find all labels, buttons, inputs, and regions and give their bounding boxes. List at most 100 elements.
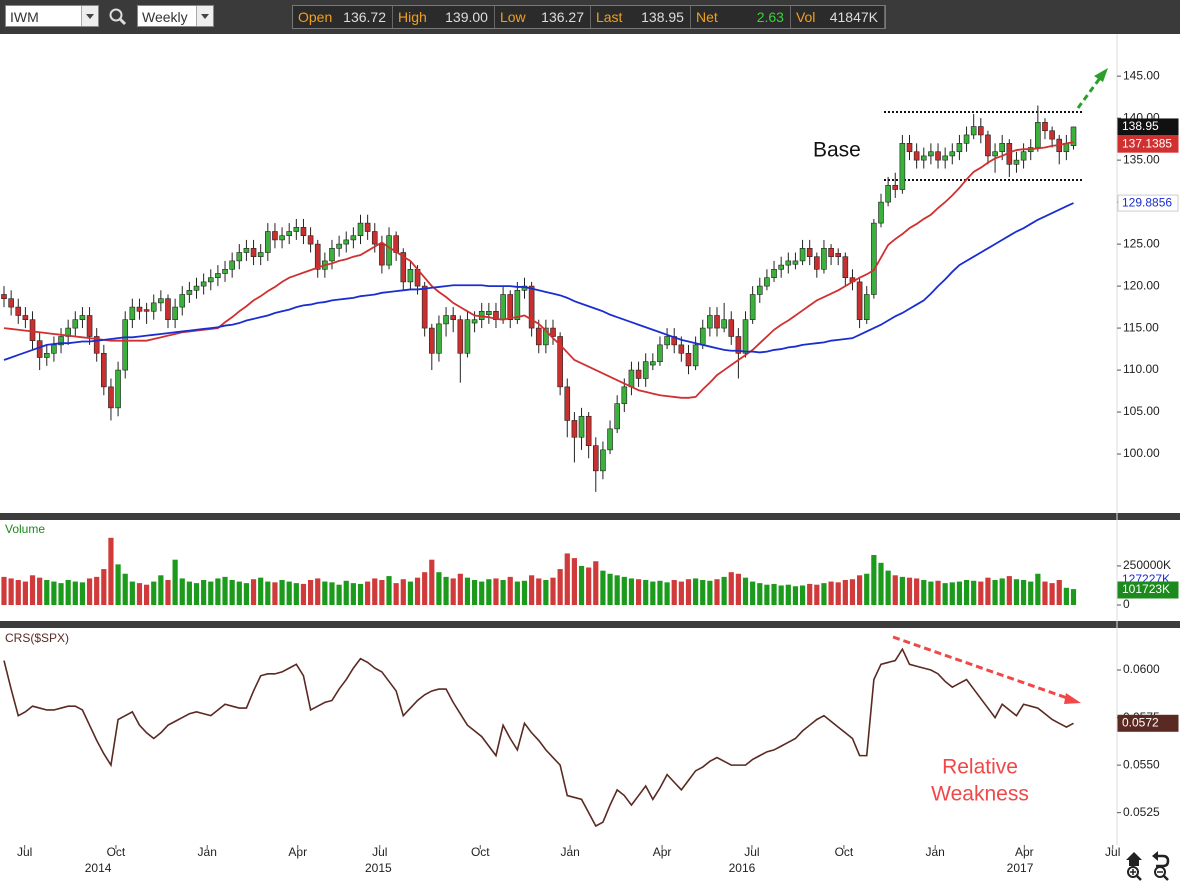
quote-label: Open — [298, 9, 333, 25]
candle-body — [835, 253, 842, 258]
volume-bar — [101, 569, 107, 605]
candle-body — [806, 248, 813, 258]
volume-bar — [956, 581, 963, 605]
volume-bar — [272, 582, 278, 605]
volume-bar — [193, 583, 200, 605]
price-tag-bg — [1117, 581, 1179, 599]
candle-body — [150, 302, 157, 312]
candle-body — [600, 449, 606, 472]
annotation: Base — [813, 139, 861, 162]
undo-button[interactable] — [1152, 851, 1170, 868]
candle-body — [564, 386, 571, 421]
volume-bar — [8, 578, 14, 605]
candle-body — [129, 306, 136, 320]
volume-bar — [614, 575, 620, 605]
volume-bar — [58, 583, 64, 605]
crs-line — [3, 647, 1074, 828]
price-tag-bg — [1117, 135, 1179, 153]
volume-bar — [243, 583, 250, 605]
zoom-out-button[interactable] — [1154, 866, 1169, 881]
x-tick-label: Apr — [1015, 845, 1034, 859]
y-tick-label: 115.00 — [1123, 320, 1159, 334]
volume-bar — [1070, 589, 1077, 605]
zoom-in-button[interactable] — [1127, 866, 1142, 881]
candle-body — [856, 281, 863, 320]
volume-bar — [985, 577, 991, 605]
volume-bar — [871, 555, 877, 605]
candle-body — [735, 336, 742, 354]
volume-bar — [906, 577, 913, 605]
candle-body — [236, 252, 243, 262]
quote-label: Net — [695, 9, 718, 25]
candle-body — [785, 260, 792, 266]
volume-bar — [571, 558, 577, 605]
candle-body — [108, 386, 114, 409]
price-tag: 0.0572 — [1122, 715, 1159, 729]
volume-bar — [714, 579, 720, 605]
candle-body — [165, 298, 171, 320]
arrow-head — [1094, 68, 1108, 82]
quote-label: Last — [595, 9, 623, 25]
symbol-input[interactable]: IWM — [5, 5, 99, 27]
volume-bar — [543, 580, 549, 605]
y-tick-label: 250000K — [1123, 558, 1171, 572]
x-tick-label: Jul — [372, 845, 387, 859]
volume-bar — [44, 580, 50, 605]
candle-body — [243, 248, 250, 253]
candle-body — [863, 294, 870, 320]
candle-body — [471, 319, 478, 324]
candle-body — [357, 222, 364, 237]
volume-bar — [693, 578, 699, 605]
candle-body — [828, 248, 834, 258]
candle-body — [179, 294, 186, 308]
volume-bar — [557, 569, 563, 605]
annotation: Relative — [942, 756, 1018, 779]
candle-body — [956, 143, 963, 153]
volume-bar — [343, 580, 349, 605]
candle-body — [1, 294, 7, 299]
candle-body — [158, 298, 164, 304]
volume-bar — [899, 576, 905, 605]
x-tick-label: Jan — [925, 845, 944, 859]
quote-cell: Last 138.95 — [591, 6, 691, 28]
volume-bar — [493, 578, 499, 605]
volume-bar — [536, 578, 542, 605]
candle-body — [621, 386, 628, 404]
price-tag-bg — [1117, 714, 1179, 732]
volume-bar — [600, 570, 606, 605]
volume-bar — [685, 579, 692, 605]
candle-body — [371, 231, 378, 245]
candle-body — [486, 310, 492, 315]
candle-body — [343, 239, 350, 245]
candle-body — [999, 143, 1006, 153]
search-button[interactable] — [108, 7, 128, 27]
candle-body — [207, 277, 214, 283]
candle-body — [307, 235, 314, 245]
volume-bar — [792, 586, 799, 605]
candle-body — [51, 344, 57, 354]
annotation: Weakness — [931, 783, 1029, 806]
volume-bar — [350, 583, 356, 605]
volume-bar — [1049, 583, 1055, 605]
volume-bar — [122, 573, 128, 605]
candle-body — [464, 319, 471, 354]
quote-value: 138.95 — [641, 9, 684, 25]
candle-body — [507, 294, 514, 320]
y-tick-label: 135.00 — [1123, 152, 1160, 166]
volume-bar — [814, 584, 820, 605]
quote-value: 136.72 — [343, 9, 386, 25]
volume-bar — [607, 573, 613, 605]
volume-bar — [864, 573, 870, 605]
volume-bar — [443, 576, 449, 605]
candle-body — [86, 315, 93, 337]
candle-body — [8, 298, 14, 308]
home-button[interactable] — [1126, 852, 1142, 866]
candle-body — [250, 248, 257, 258]
volume-bar — [999, 578, 1005, 605]
candle-body — [814, 256, 820, 270]
volume-bar — [857, 575, 863, 605]
candle-body — [543, 327, 549, 346]
candle-body — [364, 222, 371, 232]
period-select[interactable]: Weekly — [137, 5, 214, 27]
volume-bar — [892, 575, 898, 605]
